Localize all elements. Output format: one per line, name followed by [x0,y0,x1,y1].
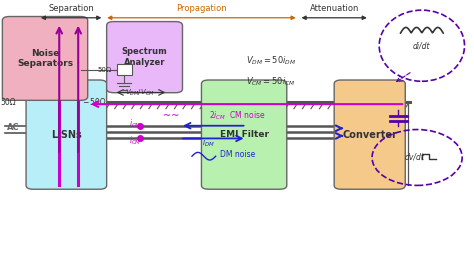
FancyBboxPatch shape [2,17,88,100]
Text: 50Ω: 50Ω [98,67,112,73]
Text: AC: AC [7,122,20,132]
Text: Noise
Separators: Noise Separators [17,49,73,68]
Text: dv/dt: dv/dt [405,153,425,162]
Text: $i_{DM}$: $i_{DM}$ [202,136,215,149]
Text: EMI Filter: EMI Filter [219,130,269,139]
Text: $V_{DM}=50i_{DM}$: $V_{DM}=50i_{DM}$ [246,55,297,67]
FancyBboxPatch shape [334,80,405,189]
Text: 50Ω: 50Ω [0,98,16,107]
Text: DM noise: DM noise [220,150,255,160]
Text: ~~: ~~ [163,110,179,121]
Text: ─ 50Ω: ─ 50Ω [83,98,106,107]
Text: LISNs: LISNs [51,130,82,140]
Text: di/dt: di/dt [413,41,430,50]
Text: $2i_{CM}$  CM noise: $2i_{CM}$ CM noise [209,109,265,122]
Text: $i_{CM}$: $i_{CM}$ [129,117,141,130]
Text: $V_{CM}=50i_{CM}$: $V_{CM}=50i_{CM}$ [246,75,296,88]
Text: Propagation: Propagation [176,4,227,13]
Text: Attenuation: Attenuation [310,4,359,13]
FancyBboxPatch shape [107,22,182,93]
Text: Spectrum
Analyzer: Spectrum Analyzer [122,47,167,67]
FancyBboxPatch shape [26,80,107,189]
Text: Converter: Converter [342,130,397,140]
FancyBboxPatch shape [117,64,132,75]
Text: $V_{DM}/V_{CM}$: $V_{DM}/V_{CM}$ [125,87,155,98]
Text: $i_{CM}$: $i_{CM}$ [129,135,141,147]
Text: Separation: Separation [48,4,94,13]
FancyBboxPatch shape [201,80,287,189]
